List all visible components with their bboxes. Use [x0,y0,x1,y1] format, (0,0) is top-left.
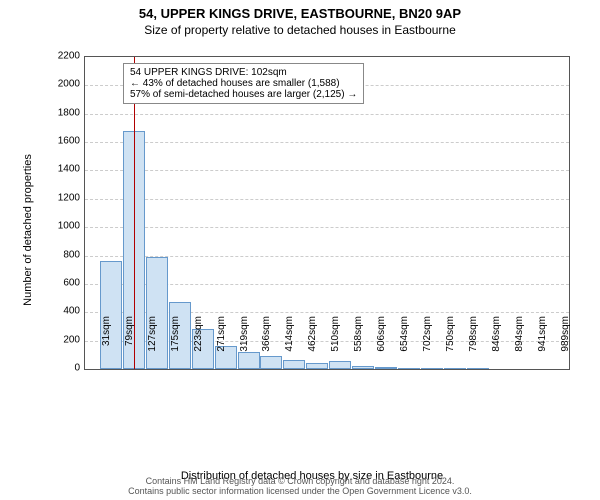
y-tick-label: 1000 [48,221,80,232]
y-tick-label: 1200 [48,192,80,203]
y-tick-label: 600 [48,277,80,288]
annotation-line: 54 UPPER KINGS DRIVE: 102sqm [130,67,357,78]
x-tick-label: 798sqm [468,316,479,376]
x-tick-label: 462sqm [307,316,318,376]
annotation-line: ← 43% of detached houses are smaller (1,… [130,78,357,89]
annotation-line: 57% of semi-detached houses are larger (… [130,89,357,100]
x-tick-label: 989sqm [560,316,571,376]
y-tick-label: 200 [48,334,80,345]
footer-line-2: Contains public sector information licen… [0,486,600,496]
x-tick-label: 941sqm [537,316,548,376]
y-axis-label: Number of detached properties [22,154,34,306]
footer: Contains HM Land Registry data © Crown c… [0,476,600,496]
y-tick-label: 1800 [48,107,80,118]
annotation-box: 54 UPPER KINGS DRIVE: 102sqm← 43% of det… [123,63,364,104]
x-tick-label: 223sqm [193,316,204,376]
y-tick-label: 800 [48,249,80,260]
y-tick-label: 0 [48,363,80,374]
gridline-h [85,114,569,115]
x-tick-label: 654sqm [399,316,410,376]
x-tick-label: 846sqm [491,316,502,376]
y-tick-label: 1400 [48,164,80,175]
x-tick-label: 558sqm [353,316,364,376]
x-tick-label: 702sqm [422,316,433,376]
y-tick-label: 400 [48,306,80,317]
page-title: 54, UPPER KINGS DRIVE, EASTBOURNE, BN20 … [0,0,600,21]
page-subtitle: Size of property relative to detached ho… [0,21,600,37]
x-tick-label: 894sqm [514,316,525,376]
gridline-h [85,227,569,228]
gridline-h [85,170,569,171]
x-tick-label: 271sqm [216,316,227,376]
x-tick-label: 31sqm [101,316,112,376]
x-tick-label: 127sqm [147,316,158,376]
x-tick-label: 366sqm [261,316,272,376]
y-tick-label: 2000 [48,79,80,90]
x-tick-label: 319sqm [239,316,250,376]
x-tick-label: 175sqm [170,316,181,376]
gridline-h [85,142,569,143]
gridline-h [85,199,569,200]
x-tick-label: 606sqm [376,316,387,376]
y-tick-label: 1600 [48,136,80,147]
x-tick-label: 510sqm [330,316,341,376]
x-tick-label: 79sqm [124,316,135,376]
x-tick-label: 414sqm [284,316,295,376]
y-tick-label: 2200 [48,51,80,62]
footer-line-1: Contains HM Land Registry data © Crown c… [0,476,600,486]
chart-container: Number of detached properties 54 UPPER K… [52,50,572,410]
page-root: 54, UPPER KINGS DRIVE, EASTBOURNE, BN20 … [0,0,600,500]
x-tick-label: 750sqm [445,316,456,376]
